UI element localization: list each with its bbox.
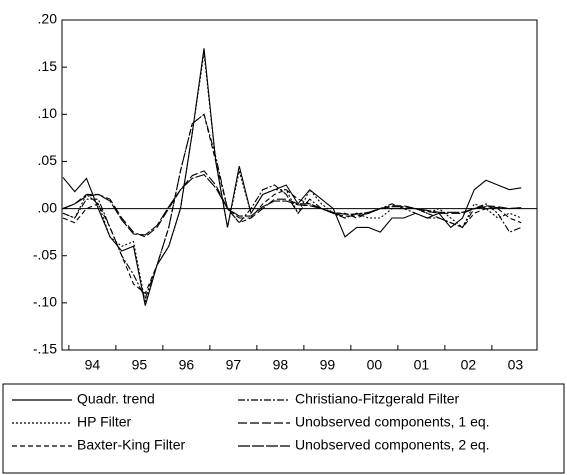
series-line (62, 52, 522, 304)
y-tick-label: .15 (38, 58, 58, 74)
y-tick-label: -.15 (33, 341, 57, 357)
legend-box (2, 383, 565, 474)
y-tick-label: .00 (38, 199, 58, 215)
series-line (62, 48, 522, 306)
y-tick-label: -.05 (33, 246, 57, 262)
x-tick-label: 94 (85, 357, 101, 373)
series-line (62, 113, 522, 295)
x-tick-label: 95 (132, 357, 148, 373)
y-tick-label: .20 (38, 11, 58, 27)
y-tick-label: .10 (38, 105, 58, 121)
x-tick-label: 00 (367, 357, 383, 373)
series-line (62, 113, 522, 300)
y-tick-label: .05 (38, 152, 58, 168)
series-line (62, 173, 522, 236)
legend-label: HP Filter (77, 414, 132, 430)
y-tick-label: -.10 (33, 294, 57, 310)
x-tick-label: 02 (461, 357, 477, 373)
x-tick-label: 99 (320, 357, 336, 373)
legend-label: Baxter-King Filter (77, 437, 185, 453)
plot-frame (61, 19, 538, 351)
x-tick-label: 96 (179, 357, 195, 373)
legend-label: Unobserved components, 2 eq. (295, 437, 490, 453)
legend-label: Christiano-Fitzgerald Filter (295, 391, 459, 407)
x-tick-label: 97 (226, 357, 242, 373)
x-tick-label: 01 (414, 357, 430, 373)
legend-label: Unobserved components, 1 eq. (295, 414, 490, 430)
x-tick-label: 03 (508, 357, 524, 373)
legend-label: Quadr. trend (77, 391, 155, 407)
x-tick-label: 98 (273, 357, 289, 373)
